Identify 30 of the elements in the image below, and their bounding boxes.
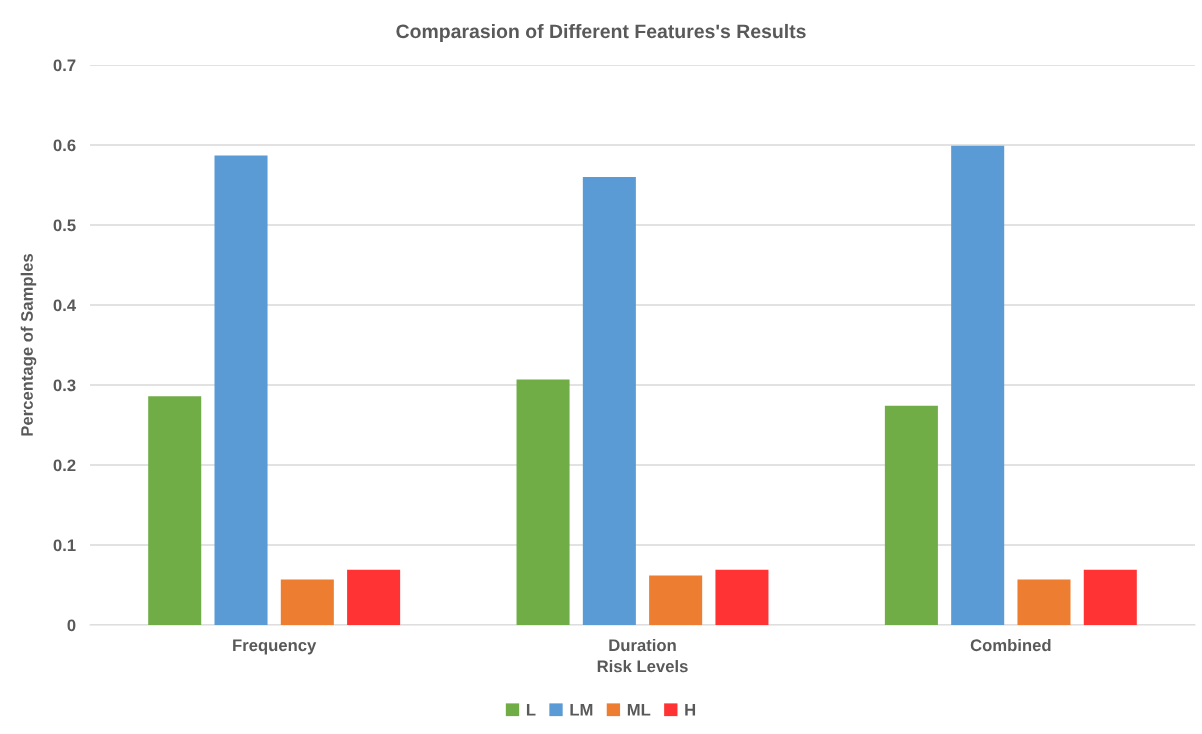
y-tick-label: 0.5 [53,219,76,232]
y-tick-label: 0 [67,619,76,632]
chart-title: Comparasion of Different Features's Results [396,23,806,43]
bar [715,569,769,625]
bar [884,405,938,625]
legend-label: LM [570,704,593,716]
bar [214,155,268,625]
x-tick-label: Duration [609,638,676,652]
y-tick-label: 0.7 [53,59,76,72]
bar [280,579,334,625]
bar [951,145,1005,625]
legend-label: ML [627,704,651,716]
y-tick-label: 0.6 [53,139,76,152]
y-axis-title: Percentage of Samples [20,253,37,436]
legend-label: H [685,704,696,716]
x-tick-label: Frequency [233,639,317,655]
x-tick-label: Combined [970,638,1051,652]
bar [148,396,202,625]
legend-label: L [526,704,536,716]
bar [347,569,401,625]
y-tick-label: 0.1 [53,539,76,552]
bar [582,177,636,625]
x-axis-title: Risk Levels [597,659,688,673]
y-tick-label: 0.4 [53,299,77,312]
bar [1083,569,1137,625]
y-tick-label: 0.2 [53,459,76,472]
bar [649,575,703,625]
y-tick-label: 0.3 [53,379,76,392]
bar [1017,579,1071,625]
bar [516,379,570,625]
